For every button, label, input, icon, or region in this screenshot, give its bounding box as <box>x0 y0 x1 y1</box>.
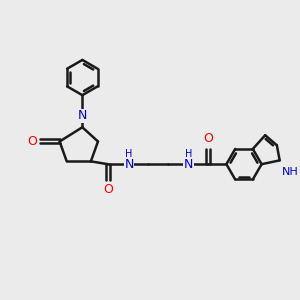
Text: N: N <box>184 158 193 171</box>
Text: O: O <box>103 183 113 196</box>
Text: N: N <box>124 158 134 171</box>
Text: NH: NH <box>282 167 299 177</box>
Text: H: H <box>185 149 192 159</box>
Text: O: O <box>203 132 213 145</box>
Text: N: N <box>78 110 87 122</box>
Text: H: H <box>125 149 133 159</box>
Text: O: O <box>27 135 37 148</box>
